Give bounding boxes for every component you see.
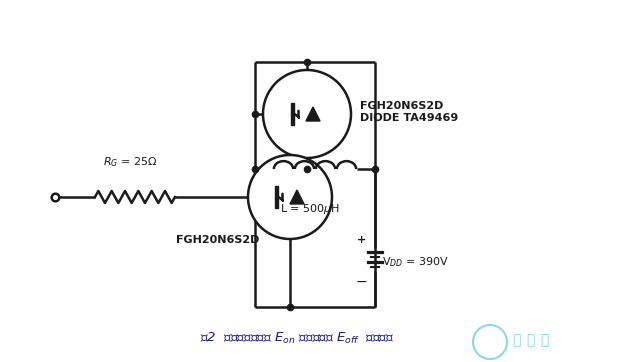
Text: FGH20N6S2D: FGH20N6S2D (176, 235, 260, 245)
Text: L = 500$\mu$H: L = 500$\mu$H (280, 202, 340, 216)
Text: +: + (357, 235, 366, 245)
Polygon shape (306, 107, 320, 121)
Circle shape (263, 70, 351, 158)
Text: 辰: 辰 (540, 333, 549, 347)
Circle shape (248, 155, 332, 239)
Text: V$_{DD}$ = 390V: V$_{DD}$ = 390V (382, 255, 449, 269)
Polygon shape (290, 190, 304, 204)
Text: 阳: 阳 (512, 333, 520, 347)
Text: −: − (355, 275, 367, 289)
Text: 图2  典型的导通能耗 $\it{E_{on}}$ 和关断能耗 $\it{E_{off}}$  测试电路: 图2 典型的导通能耗 $\it{E_{on}}$ 和关断能耗 $\it{E_{o… (200, 331, 394, 346)
Polygon shape (275, 186, 278, 208)
Text: FGH20N6S2D
DIODE TA49469: FGH20N6S2D DIODE TA49469 (360, 101, 458, 123)
Text: $R_G$ = 25Ω: $R_G$ = 25Ω (102, 155, 157, 169)
Polygon shape (291, 103, 294, 125)
Text: 月: 月 (526, 333, 534, 347)
